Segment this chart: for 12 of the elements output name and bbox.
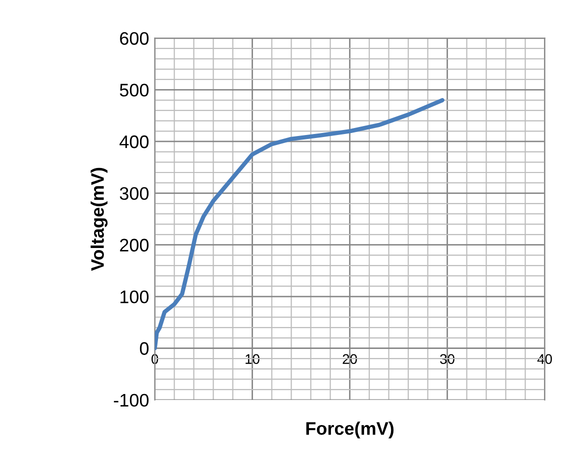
x-axis-title: Force(mV)	[306, 422, 394, 438]
x-tick-label: 40	[537, 354, 552, 364]
y-tick-label: 200	[120, 238, 149, 252]
y-tick-label: -100	[114, 394, 149, 407]
y-tick-label: 0	[140, 342, 149, 355]
y-tick-label: 400	[120, 135, 149, 148]
y-tick-label: 300	[120, 187, 149, 200]
y-tick-label: 600	[120, 32, 149, 45]
y-tick-label: 500	[120, 84, 149, 97]
y-tick-label: 100	[120, 290, 149, 304]
line-series	[154, 98, 444, 350]
y-axis-title: Voltage(mV)	[90, 168, 108, 271]
